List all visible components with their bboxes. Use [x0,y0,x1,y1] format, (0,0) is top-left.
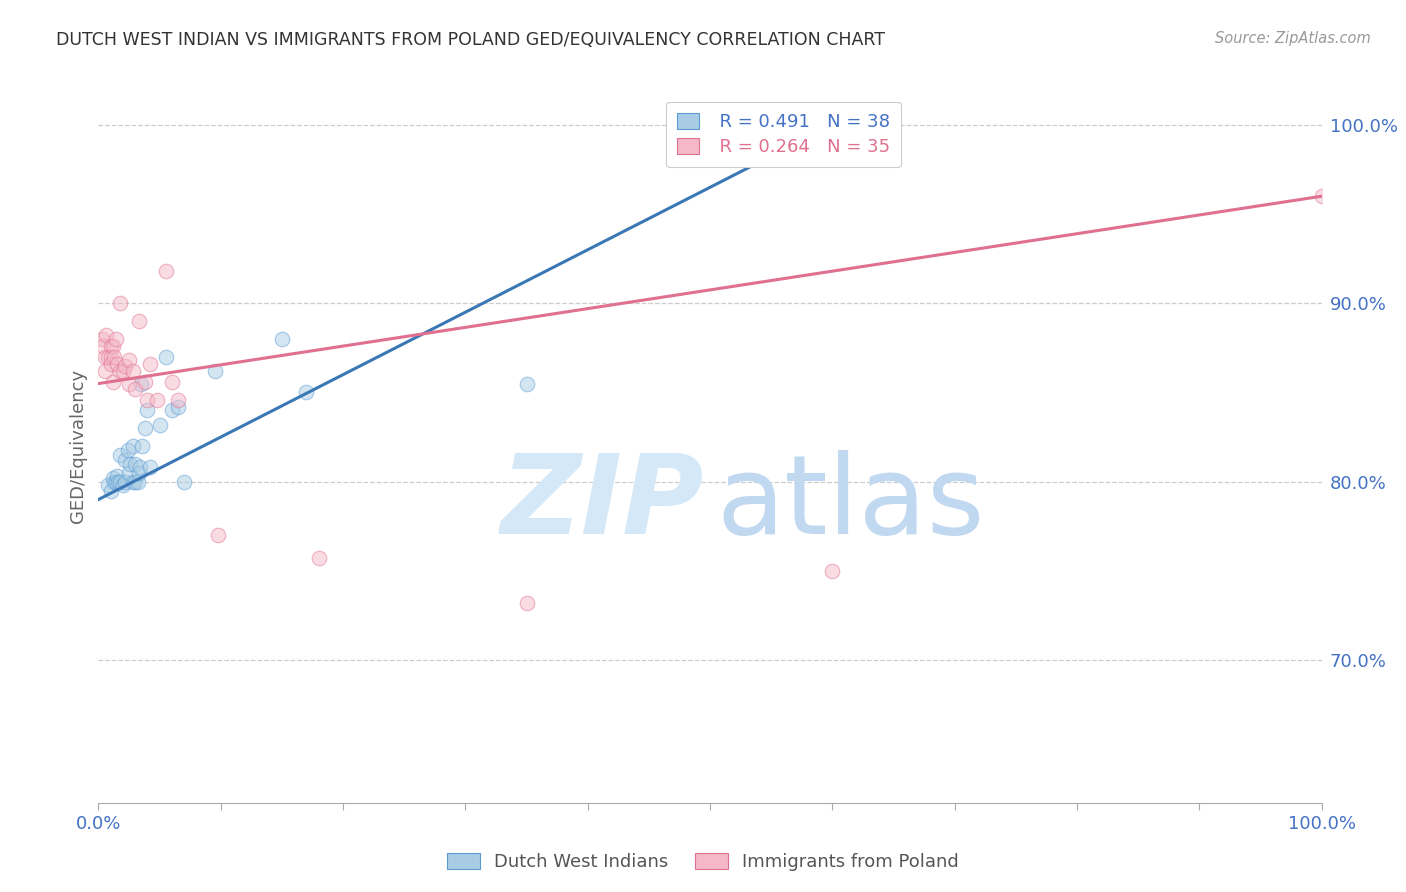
Point [139,460,162,475]
Point [110,475,132,489]
Point [160,403,183,417]
Point [117,442,139,457]
Point [136,392,159,407]
Point [167,400,190,414]
Point [111,364,134,378]
Point [131,439,153,453]
Point [100,357,122,371]
Point [107,475,129,489]
Point [118,466,141,480]
Point [270,332,294,346]
Point [118,376,141,391]
Point [128,466,150,480]
Legend:   R = 0.491   N = 38,   R = 0.264   N = 35: R = 0.491 N = 38, R = 0.264 N = 35 [666,102,901,167]
Point [97,350,120,364]
Point [121,439,143,453]
Point [515,376,537,391]
Point [155,264,177,278]
Point [167,392,190,407]
Point [100,339,122,353]
Text: DUTCH WEST INDIAN VS IMMIGRANTS FROM POLAND GED/EQUIVALENCY CORRELATION CHART: DUTCH WEST INDIAN VS IMMIGRANTS FROM POL… [56,31,886,49]
Point [91,339,114,353]
Point [120,457,142,471]
Point [146,392,169,407]
Point [129,376,152,391]
Point [295,385,318,400]
Point [129,460,152,475]
Point [121,475,143,489]
Point [100,350,122,364]
Point [101,339,124,353]
Point [104,475,127,489]
Point [1310,189,1333,203]
Point [93,364,115,378]
Text: ZIP: ZIP [501,450,704,557]
Point [100,483,122,498]
Point [136,403,159,417]
Point [114,359,136,373]
Point [124,382,146,396]
Point [173,475,195,489]
Point [114,475,136,489]
Point [94,328,117,343]
Point [124,475,146,489]
Point [121,364,143,378]
Point [821,564,844,578]
Point [515,596,537,610]
Point [110,364,132,378]
Point [101,471,124,485]
Point [105,469,128,483]
Point [91,332,114,346]
Point [110,448,132,462]
Point [308,551,330,566]
Point [204,364,226,378]
Point [134,421,156,435]
Point [114,453,136,467]
Point [797,132,820,146]
Point [124,457,146,471]
Point [127,475,149,489]
Y-axis label: GED/Equivalency: GED/Equivalency [69,369,87,523]
Point [155,350,177,364]
Point [118,353,141,368]
Point [139,357,162,371]
Point [134,375,156,389]
Point [93,350,115,364]
Point [821,118,844,132]
Text: Source: ZipAtlas.com: Source: ZipAtlas.com [1215,31,1371,46]
Point [207,528,229,542]
Point [104,332,127,346]
Point [160,375,183,389]
Point [110,296,132,310]
Text: atlas: atlas [716,450,984,557]
Point [103,475,125,489]
Point [149,417,172,432]
Point [101,375,124,389]
Point [105,357,128,371]
Point [128,314,150,328]
Point [97,478,120,492]
Point [111,478,134,492]
Legend: Dutch West Indians, Immigrants from Poland: Dutch West Indians, Immigrants from Pola… [440,846,966,879]
Point [103,350,125,364]
